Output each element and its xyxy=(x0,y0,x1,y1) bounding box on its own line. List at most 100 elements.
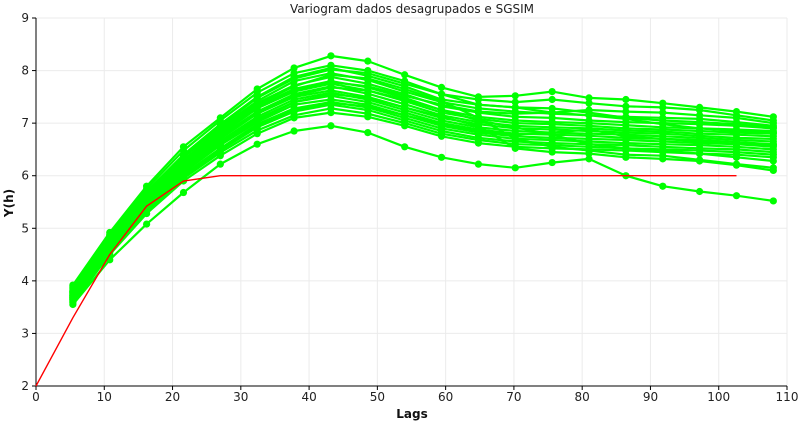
simulation-point xyxy=(585,94,593,102)
x-tick-label: 50 xyxy=(370,390,385,404)
simulation-point xyxy=(327,90,335,98)
simulation-point xyxy=(290,114,298,122)
simulation-point xyxy=(290,106,298,114)
simulation-point xyxy=(769,157,777,165)
simulation-line xyxy=(71,68,774,293)
simulation-point xyxy=(622,132,630,140)
simulation-point xyxy=(622,144,630,152)
simulation-point xyxy=(401,85,409,93)
simulation-point xyxy=(585,99,593,107)
simulation-point xyxy=(732,161,741,169)
simulation-point xyxy=(216,160,224,168)
simulation-point xyxy=(401,71,409,79)
simulation-line xyxy=(72,86,774,297)
simulation-point xyxy=(327,65,335,74)
simulation-line xyxy=(72,124,774,306)
y-tick-label: 5 xyxy=(21,221,29,235)
simulation-point xyxy=(696,187,704,196)
simulation-point xyxy=(253,140,261,148)
x-tick-label: 90 xyxy=(643,390,658,404)
simulation-point xyxy=(327,99,335,107)
simulation-point xyxy=(732,127,741,135)
simulation-point xyxy=(216,122,224,130)
simulation-point xyxy=(437,90,446,98)
simulation-point xyxy=(769,141,777,149)
simulation-point xyxy=(437,101,446,109)
axes: 0 10 20 30 40 50 60 70 80 90 100 110 2 3 4 5 6 7 8 9 xyxy=(21,11,798,404)
x-tick-label: 60 xyxy=(438,390,453,404)
simulation-point xyxy=(143,193,151,201)
simulation-series xyxy=(69,78,777,297)
simulation-point xyxy=(253,103,261,111)
simulation-point xyxy=(290,98,298,106)
simulation-point xyxy=(511,103,519,111)
simulation-point xyxy=(290,64,298,72)
model-line-group xyxy=(35,174,737,387)
simulation-point xyxy=(364,94,372,102)
simulation-point xyxy=(769,197,777,205)
simulation-point xyxy=(216,145,224,154)
simulation-point xyxy=(511,98,519,106)
simulation-point xyxy=(401,80,409,88)
x-tick-label: 110 xyxy=(776,390,799,404)
simulation-point xyxy=(179,172,188,180)
simulation-point xyxy=(548,95,556,104)
simulation-point xyxy=(327,83,335,91)
simulation-point xyxy=(548,148,556,156)
simulation-point xyxy=(696,137,704,146)
simulation-point xyxy=(659,109,667,117)
simulation-point xyxy=(659,120,667,128)
simulation-point xyxy=(364,82,372,90)
simulation-line xyxy=(71,54,774,286)
simulation-point xyxy=(585,125,593,134)
x-tick-label: 80 xyxy=(575,390,590,404)
simulation-point xyxy=(253,122,261,130)
simulation-lines xyxy=(69,52,777,309)
simulation-point xyxy=(474,139,483,147)
simulation-point xyxy=(474,95,483,104)
simulation-point xyxy=(401,111,409,119)
simulation-point xyxy=(769,166,777,175)
simulation-point xyxy=(474,127,483,135)
simulation-point xyxy=(253,116,261,125)
x-tick-label: 30 xyxy=(233,390,248,404)
simulation-point xyxy=(290,86,298,95)
simulation-point xyxy=(474,122,483,130)
simulation-point xyxy=(659,103,667,111)
simulation-point xyxy=(253,130,261,138)
simulation-point xyxy=(69,295,77,303)
simulation-point xyxy=(659,146,667,155)
simulation-series xyxy=(69,99,777,303)
simulation-point xyxy=(622,115,630,123)
y-tick-label: 6 xyxy=(21,169,29,183)
simulation-point xyxy=(696,124,704,132)
simulation-point xyxy=(622,107,630,116)
y-tick-label: 4 xyxy=(21,274,29,288)
simulation-point xyxy=(659,182,667,190)
x-axis-label: Lags xyxy=(396,407,427,421)
simulation-point xyxy=(437,113,446,121)
y-tick-label: 2 xyxy=(21,379,29,393)
simulation-point xyxy=(696,157,704,165)
grid-lines xyxy=(36,17,788,386)
y-axis-label: Y(h) xyxy=(2,189,16,218)
x-tick-label: 20 xyxy=(165,390,180,404)
simulation-point xyxy=(143,220,151,228)
simulation-point xyxy=(622,102,630,110)
simulation-point xyxy=(327,52,335,60)
simulation-line xyxy=(72,72,774,291)
simulation-point xyxy=(696,150,704,158)
simulation-point xyxy=(511,123,519,131)
simulation-point xyxy=(474,107,483,116)
simulation-point xyxy=(364,113,372,121)
simulation-point xyxy=(732,192,741,200)
y-tick-label: 3 xyxy=(21,326,29,340)
simulation-point xyxy=(253,94,261,102)
simulation-line xyxy=(72,102,774,300)
y-tick-label: 7 xyxy=(21,116,29,130)
simulation-line xyxy=(71,64,774,288)
simulation-point xyxy=(769,123,777,131)
simulation-point xyxy=(548,109,556,117)
simulation-point xyxy=(327,71,335,79)
simulation-point xyxy=(511,92,519,100)
